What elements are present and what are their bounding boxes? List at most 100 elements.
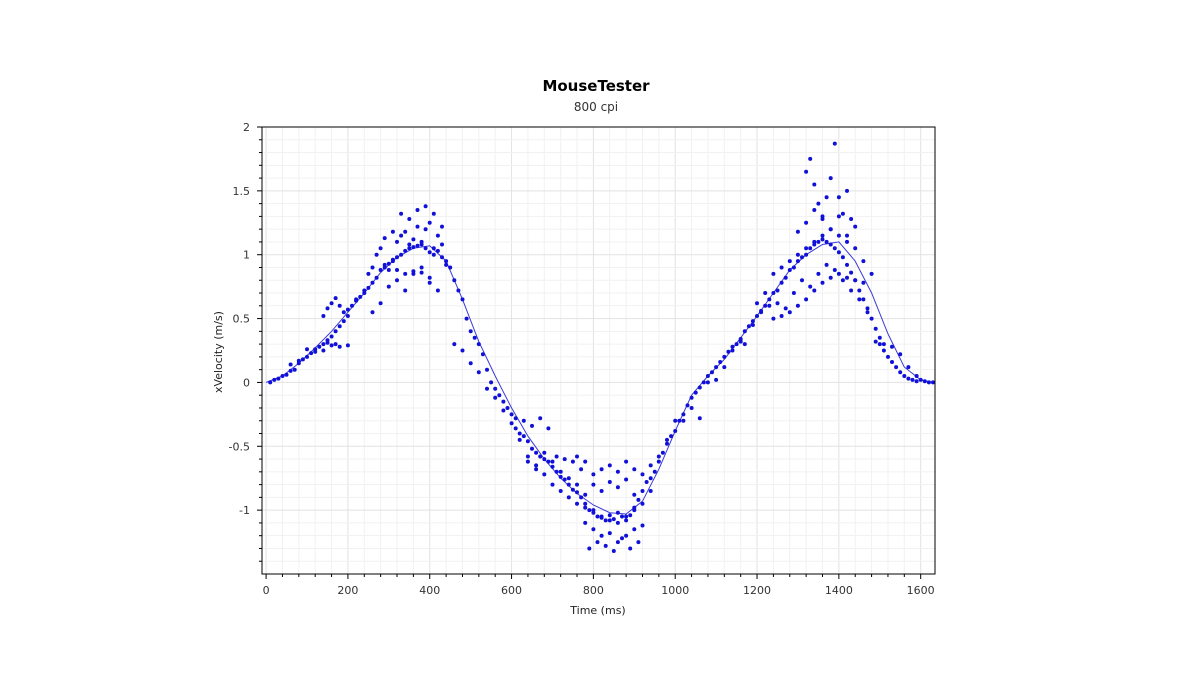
data-point	[276, 376, 281, 381]
data-point	[476, 370, 481, 375]
data-point	[403, 288, 408, 293]
data-point	[395, 255, 399, 260]
y-axis-label: xVelocity (m/s)	[212, 311, 225, 393]
data-point	[599, 489, 604, 493]
data-point	[849, 217, 854, 221]
data-point	[345, 314, 350, 318]
data-point	[877, 342, 882, 347]
data-point	[305, 347, 309, 352]
data-point	[341, 310, 346, 315]
data-point	[558, 474, 563, 479]
data-point	[288, 362, 293, 367]
data-point	[615, 540, 620, 545]
data-point	[558, 469, 563, 474]
data-point	[714, 377, 719, 382]
data-point	[611, 549, 616, 553]
data-point	[857, 297, 862, 302]
data-point	[894, 365, 899, 370]
data-point	[452, 342, 457, 347]
data-point	[513, 426, 518, 431]
data-point	[534, 450, 539, 455]
data-point	[607, 513, 612, 518]
data-point	[423, 204, 428, 209]
data-point	[779, 314, 784, 318]
data-point	[423, 227, 428, 232]
data-point	[313, 349, 318, 354]
data-point	[370, 310, 375, 315]
data-point	[869, 316, 874, 321]
data-point	[423, 246, 428, 251]
data-point	[534, 467, 539, 472]
data-point	[820, 233, 825, 238]
data-point	[755, 301, 759, 306]
data-point	[632, 467, 637, 472]
data-point	[374, 275, 379, 280]
data-point	[460, 348, 465, 353]
data-point	[321, 314, 326, 318]
data-point	[440, 224, 444, 229]
y-tick-label: 1.5	[233, 185, 251, 198]
data-point	[382, 262, 387, 267]
data-point	[857, 288, 862, 293]
data-point	[742, 329, 747, 334]
data-point	[366, 271, 371, 276]
data-point	[832, 268, 837, 272]
data-point	[620, 536, 624, 541]
data-point	[673, 418, 678, 423]
data-point	[550, 459, 555, 464]
data-point	[804, 169, 809, 174]
data-point	[558, 489, 563, 493]
data-point	[452, 278, 457, 283]
data-point	[542, 457, 547, 462]
data-point	[931, 380, 935, 385]
data-point	[325, 340, 330, 345]
data-point	[849, 288, 854, 293]
trend-line-group	[265, 241, 934, 515]
data-point	[575, 482, 579, 487]
data-point	[591, 527, 596, 532]
data-point	[665, 437, 669, 442]
data-point	[705, 380, 710, 385]
data-point	[808, 156, 813, 161]
data-point	[644, 480, 649, 484]
data-point	[374, 252, 379, 257]
data-point	[562, 477, 567, 482]
data-point	[419, 270, 424, 275]
data-point	[407, 246, 412, 251]
data-point	[779, 280, 784, 285]
data-point	[583, 459, 588, 464]
data-point	[632, 527, 637, 532]
data-point	[411, 269, 416, 274]
data-point	[587, 546, 592, 551]
data-point	[750, 319, 755, 324]
data-point	[890, 344, 894, 349]
data-point	[636, 497, 641, 502]
data-point	[628, 546, 633, 551]
data-point	[853, 278, 858, 283]
data-point	[525, 459, 530, 464]
data-point	[624, 459, 629, 464]
data-point	[845, 239, 849, 244]
data-point	[542, 450, 547, 455]
data-point	[853, 224, 858, 229]
data-point	[898, 370, 903, 375]
data-point	[861, 280, 866, 285]
data-point	[386, 284, 391, 289]
data-point	[325, 306, 330, 311]
data-point	[845, 275, 849, 280]
data-point	[435, 248, 440, 253]
data-point	[403, 271, 408, 276]
data-point	[763, 291, 768, 295]
data-point	[840, 255, 845, 260]
data-point	[800, 278, 804, 283]
data-point	[697, 385, 702, 390]
data-point	[530, 446, 534, 451]
data-point	[583, 520, 588, 525]
data-point	[624, 514, 629, 519]
data-point	[812, 239, 817, 244]
data-point	[501, 408, 506, 413]
data-point	[464, 316, 469, 321]
data-point	[853, 246, 858, 251]
data-point	[288, 368, 293, 373]
data-point	[546, 459, 551, 464]
